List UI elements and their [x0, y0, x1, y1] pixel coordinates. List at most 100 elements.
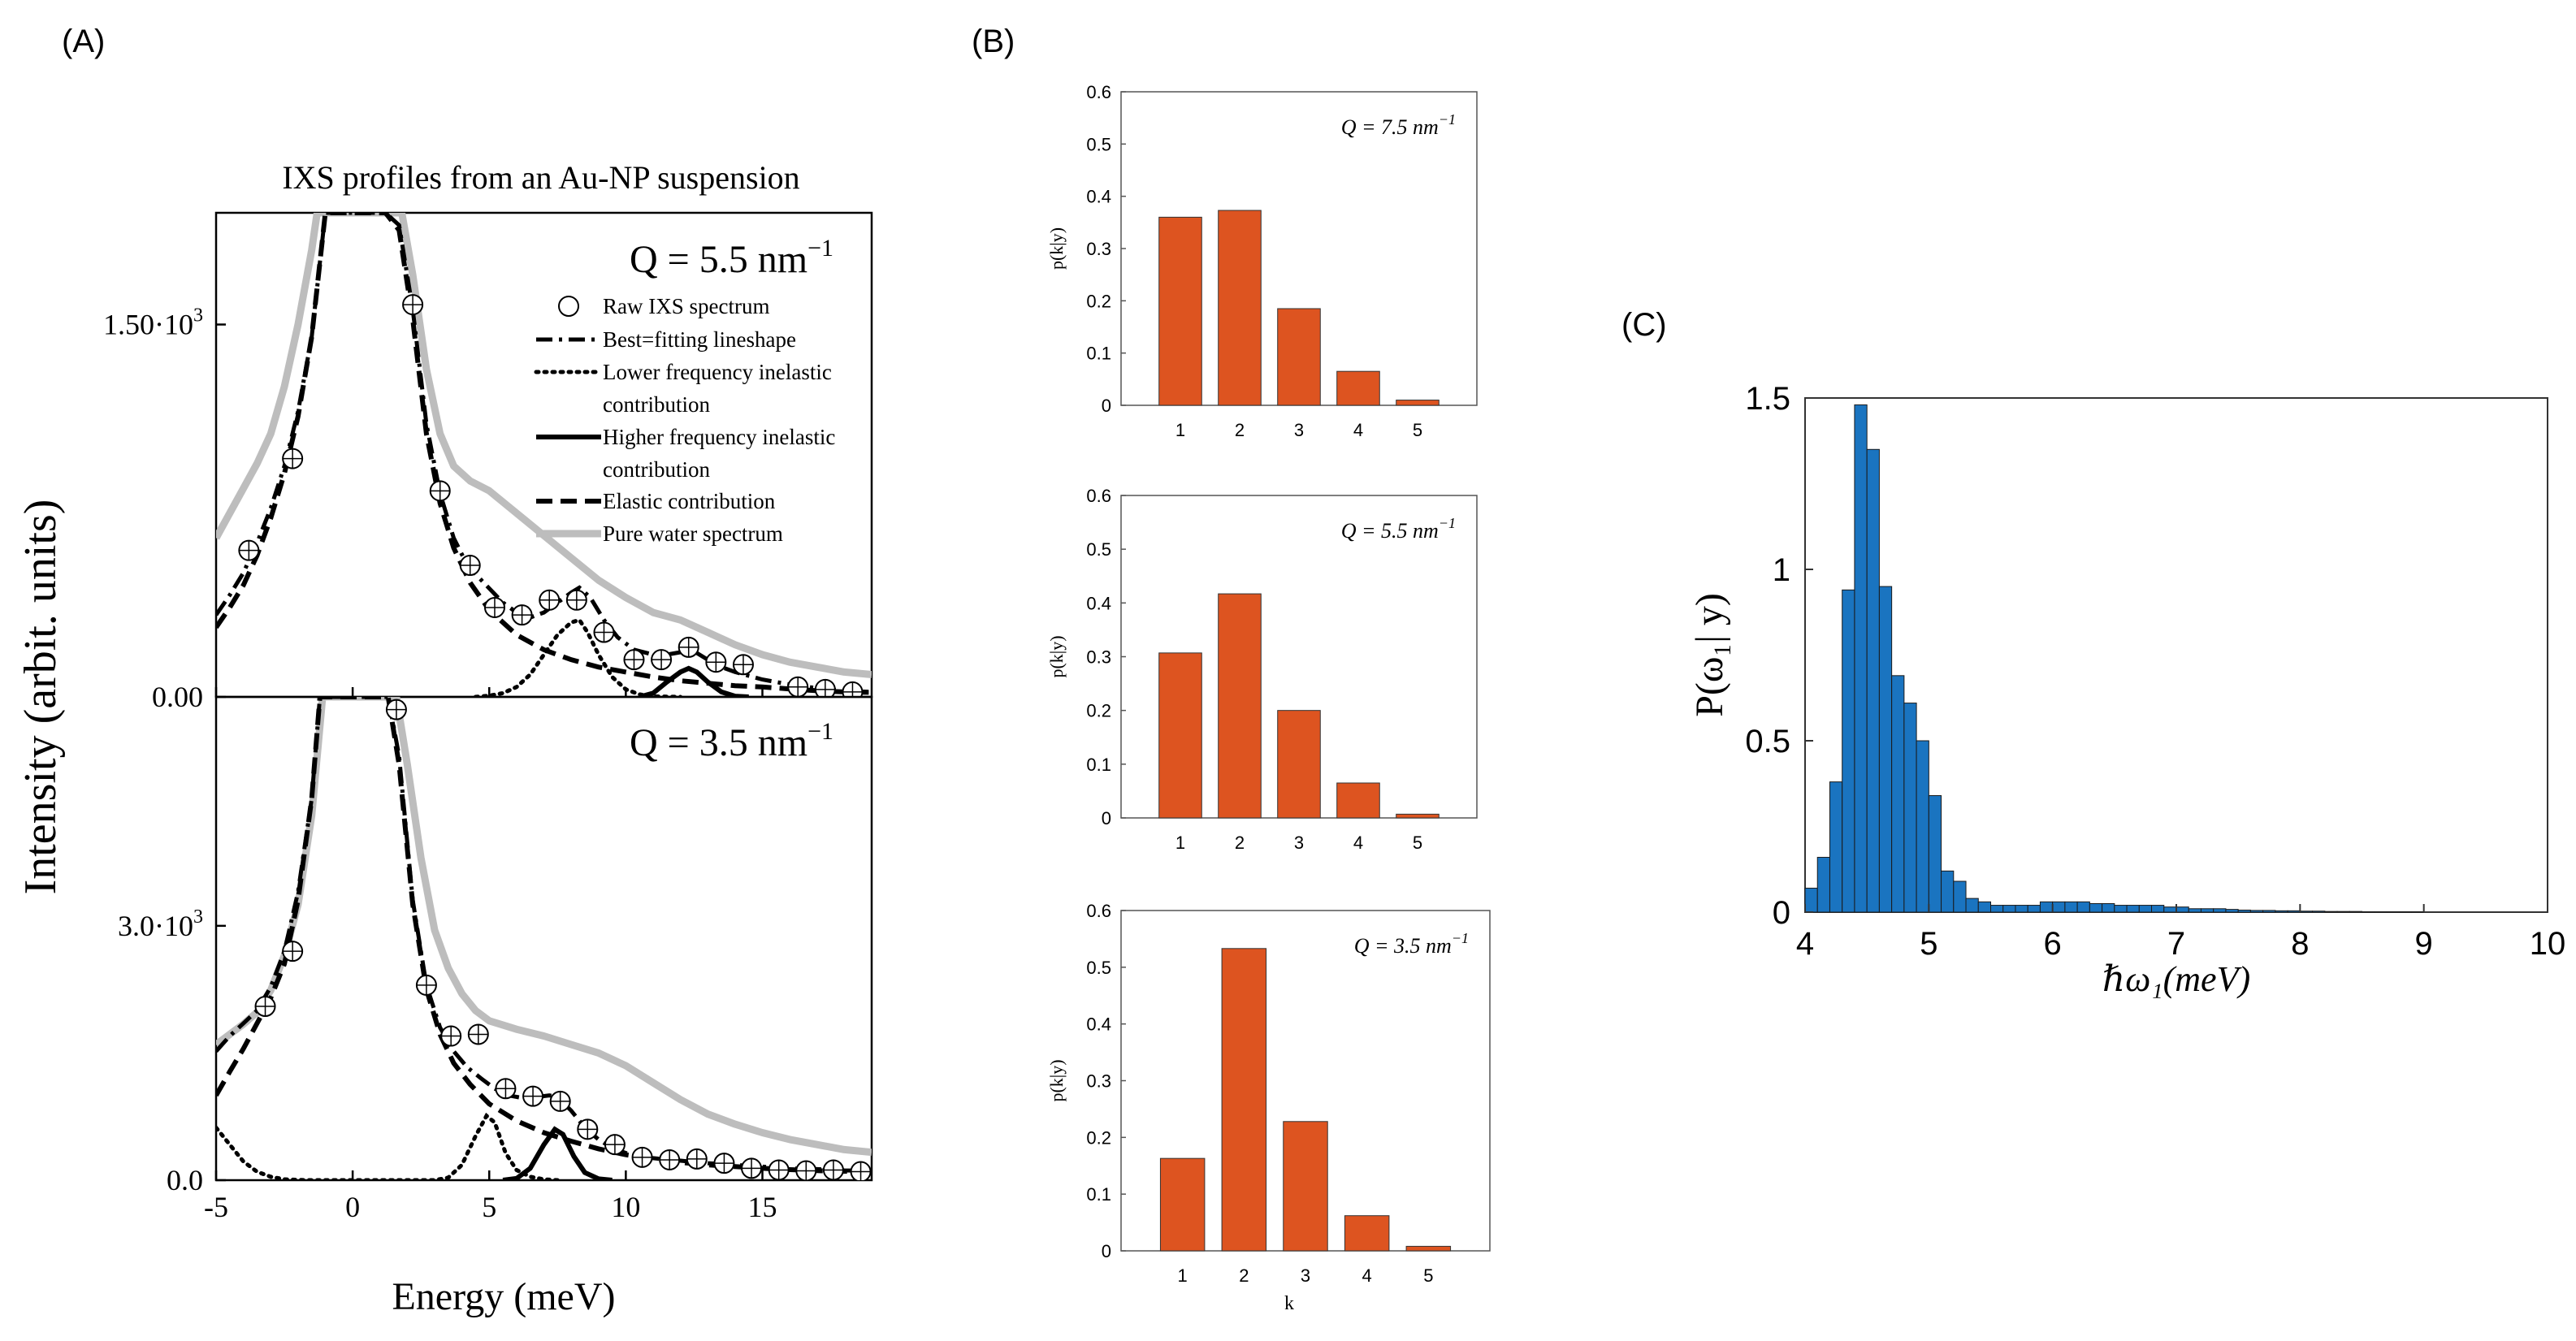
bar-k1	[1158, 652, 1202, 819]
raw-point-q35	[713, 1153, 735, 1174]
x-tick-label: 1	[1178, 1265, 1188, 1286]
histogram-bar	[1965, 898, 1979, 913]
y-tick-label: 0.2	[1086, 291, 1111, 311]
q-annotation-text: Q = 5.5 nm	[1341, 519, 1439, 543]
bar-k3	[1283, 1121, 1328, 1252]
subplot-q35-label: Q = 3.5 nm−1	[630, 718, 833, 764]
raw-point-cross	[283, 941, 303, 962]
histogram-bar	[2039, 901, 2054, 913]
x-tick-label: 5	[1413, 420, 1422, 440]
x-tick-label: 5	[1920, 926, 1937, 962]
y-tick-label: 0.3	[1086, 1071, 1111, 1092]
histogram-bar	[2249, 910, 2264, 913]
subplot-q55-label: Q = 5.5 nm−1	[630, 235, 833, 281]
q-annotation: Q = 3.5 nm−1	[1354, 930, 1469, 958]
bar-k3	[1277, 308, 1321, 406]
y-tick-label: 0.6	[1086, 901, 1111, 921]
raw-point-cross	[566, 590, 587, 610]
raw-point-q55	[539, 589, 561, 611]
q-annotation-text: Q = 3.5 nm	[1354, 934, 1452, 958]
histogram-bar	[2089, 902, 2103, 913]
y-tick-label-main: 3.0·10	[118, 910, 193, 942]
histogram-bar	[2336, 911, 2350, 913]
y-tick-label: 0.1	[1086, 344, 1111, 364]
raw-point-cross	[523, 1086, 543, 1106]
raw-point-q35	[768, 1159, 790, 1180]
histogram-bar	[2386, 911, 2400, 913]
raw-point-q35	[686, 1148, 708, 1170]
histogram-bar	[2312, 911, 2326, 913]
y-tick-label: 0.5	[1086, 539, 1111, 560]
x-tick-label: 2	[1235, 420, 1245, 440]
histogram-bar	[2225, 909, 2239, 913]
legend-label: contribution	[603, 392, 710, 417]
raw-point-q55	[593, 621, 615, 643]
x-tick-label: 10	[611, 1191, 640, 1223]
bar-k4	[1336, 370, 1380, 406]
raw-point-cross	[652, 650, 672, 670]
legend-label: Raw IXS spectrum	[603, 294, 769, 318]
histogram-bar	[1941, 870, 1955, 913]
raw-point-cross	[660, 1149, 680, 1170]
y-tick-label-main: 1.50·10	[103, 309, 193, 341]
raw-point-q55	[842, 681, 864, 697]
histogram-bar	[2176, 906, 2189, 913]
raw-point-cross	[742, 1158, 762, 1179]
y-tick-label: 0.5	[1745, 724, 1790, 759]
raw-point-cross	[604, 1135, 625, 1155]
series-higher-inelastic-q55	[639, 665, 749, 697]
histogram-bar	[2064, 901, 2078, 913]
bar-k1	[1158, 216, 1202, 406]
raw-point-cross	[714, 1153, 734, 1174]
raw-point-cross	[796, 1161, 816, 1180]
raw-point-cross	[441, 1026, 461, 1046]
raw-point-cross	[733, 655, 753, 675]
histogram-bar	[1878, 586, 1893, 913]
bar-k1	[1159, 1157, 1206, 1252]
series-best-fit-q55	[216, 213, 872, 694]
raw-point-cross	[283, 448, 303, 469]
panel-a-ixs-profiles: IXS profiles from an Au-NP suspension 0.…	[15, 159, 873, 1318]
q-annotation: Q = 5.5 nm−1	[1341, 515, 1456, 543]
x-tick-label: 4	[1353, 420, 1363, 440]
y-tick-label: 0.5	[1086, 958, 1111, 978]
subplot-q35-axes: 0.0 3.0·103	[118, 906, 764, 1196]
histogram-bar	[2076, 901, 2090, 913]
histogram-bar	[1842, 589, 1855, 913]
raw-point-cross	[468, 1024, 488, 1045]
panel-b-q75: 1 2 3 4 5 0 0.1 0.2 0.3 0.4 0.5 0.6 p(k|y) Q = 7.5 nm…	[1046, 82, 1478, 440]
raw-point-q55	[787, 676, 809, 697]
subplot-q55-axes: 0.00 1.50·103	[103, 305, 764, 713]
y-axis-label: p(k|y)	[1046, 635, 1067, 677]
raw-point-q55	[732, 654, 754, 676]
raw-point-cross	[416, 975, 436, 995]
histogram-bar	[1816, 856, 1830, 913]
bar-k2	[1221, 948, 1267, 1252]
y-tick-label: 0.3	[1086, 239, 1111, 259]
histogram-bar	[1804, 887, 1818, 913]
histogram-bar	[2374, 911, 2388, 913]
y-tick-label-q35: 0.0	[167, 1164, 203, 1196]
raw-point-q35	[577, 1118, 599, 1140]
panel-a-x-ticks: -5 0 5 10 15	[204, 1191, 777, 1223]
y-tick-label: 0.4	[1086, 1014, 1111, 1035]
y-tick-label: 0.6	[1086, 486, 1111, 506]
panel-label-c: (C)	[1621, 307, 1667, 343]
x-tick-label: 2	[1239, 1265, 1249, 1286]
q-annotation: Q = 7.5 nm−1	[1341, 111, 1456, 139]
legend-label: Lower frequency inelastic	[603, 360, 832, 384]
x-tick-label: 15	[748, 1191, 777, 1223]
raw-point-cross	[386, 699, 406, 720]
x-tick-label: 7	[2167, 926, 2185, 962]
raw-point-cross	[578, 1119, 598, 1140]
subplot-q35-plot-area	[216, 697, 872, 1180]
histogram-bar	[2299, 911, 2314, 913]
x-tick-label: 3	[1294, 833, 1304, 853]
subplot-q55-plot-area	[216, 213, 872, 697]
bar-k5	[1405, 1245, 1452, 1252]
y-tick-label: 0	[1102, 396, 1111, 416]
y-tick-label-q35: 3.0·103	[118, 906, 203, 942]
raw-point-cross	[550, 1091, 570, 1111]
series-higher-inelastic-q35	[502, 1126, 613, 1180]
raw-point-q35	[850, 1161, 872, 1180]
